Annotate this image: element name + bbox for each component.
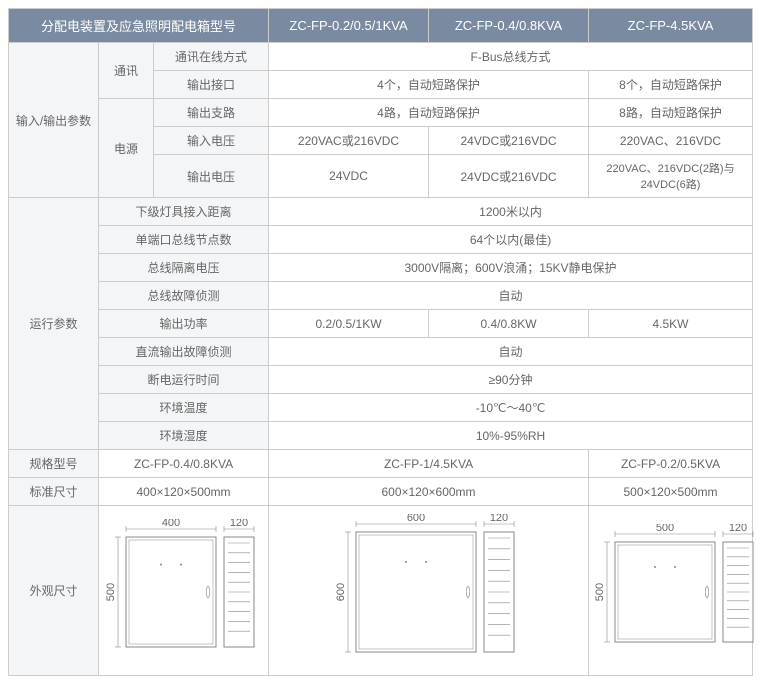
comm-online-val: F-Bus总线方式 [269,43,753,71]
header-col-1: ZC-FP-0.2/0.5/1KVA [269,9,429,43]
model-v1: ZC-FP-0.4/0.8KVA [99,450,269,478]
run-label-0: 下级灯具接入距离 [99,198,269,226]
run-val-1: 64个以内(最佳) [269,226,753,254]
vout-1: 24VDC [269,155,429,198]
branch-a: 4路，自动短路保护 [269,99,589,127]
run-val-3: 自动 [269,282,753,310]
svg-text:600: 600 [335,583,347,601]
appearance-label: 外观尺寸 [9,506,99,676]
svg-text:600: 600 [406,514,424,524]
run-val-7: -10℃～40℃ [269,394,753,422]
run-val-0: 1200米以内 [269,198,753,226]
model-v2: ZC-FP-1/4.5KVA [269,450,589,478]
run-label-8: 环境湿度 [99,422,269,450]
io-section: 输入/输出参数 [9,43,99,198]
svg-text:120: 120 [229,519,247,529]
diagram-cell-2: 500 120 500 [589,506,753,676]
run-label-4: 输出功率 [99,310,269,338]
model-label: 规格型号 [9,450,99,478]
run-v2-4: 0.4/0.8KW [429,310,589,338]
svg-text:120: 120 [729,524,747,534]
vout-3: 220VAC、216VDC(2路)与24VDC(6路) [589,155,753,198]
diagram-cell-0: 400 120 500 [99,506,269,676]
vin-2: 24VDC或216VDC [429,127,589,155]
power-label: 电源 [99,99,154,198]
size-v1: 400×120×500mm [99,478,269,506]
run-val-2: 3000V隔离；600V浪涌；15KV静电保护 [269,254,753,282]
svg-text:500: 500 [105,583,117,601]
vout-label: 输出电压 [154,155,269,198]
comm-port-a: 4个，自动短路保护 [269,71,589,99]
spec-table: 分配电装置及应急照明配电箱型号 ZC-FP-0.2/0.5/1KVA ZC-FP… [8,8,753,676]
run-label-1: 单端口总线节点数 [99,226,269,254]
vout-2: 24VDC或216VDC [429,155,589,198]
run-label-3: 总线故障侦测 [99,282,269,310]
vin-1: 220VAC或216VDC [269,127,429,155]
run-v3-4: 4.5KW [589,310,753,338]
svg-text:400: 400 [161,519,179,529]
run-section: 运行参数 [9,198,99,450]
diagram-cell-1: 600 120 600 [269,506,589,676]
svg-text:120: 120 [489,514,507,524]
vin-3: 220VAC、216VDC [589,127,753,155]
header-title: 分配电装置及应急照明配电箱型号 [9,9,269,43]
run-label-2: 总线隔离电压 [99,254,269,282]
model-v3: ZC-FP-0.2/0.5KVA [589,450,753,478]
run-val-6: ≥90分钟 [269,366,753,394]
size-label: 标准尺寸 [9,478,99,506]
header-col-3: ZC-FP-4.5KVA [589,9,753,43]
size-v2: 600×120×600mm [269,478,589,506]
cabinet-diagram: 400 120 500 [104,519,264,659]
run-label-5: 直流输出故障侦测 [99,338,269,366]
comm-online-label: 通讯在线方式 [154,43,269,71]
comm-label: 通讯 [99,43,154,99]
run-val-8: 10%-95%RH [269,422,753,450]
comm-port-label: 输出接口 [154,71,269,99]
comm-port-b: 8个，自动短路保护 [589,71,753,99]
svg-text:500: 500 [656,524,674,534]
header-row: 分配电装置及应急照明配电箱型号 ZC-FP-0.2/0.5/1KVA ZC-FP… [9,9,753,43]
run-label-7: 环境温度 [99,394,269,422]
run-val-5: 自动 [269,338,753,366]
vin-label: 输入电压 [154,127,269,155]
run-v1-4: 0.2/0.5/1KW [269,310,429,338]
cabinet-diagram: 600 120 600 [334,514,524,664]
size-v3: 500×120×500mm [589,478,753,506]
header-col-2: ZC-FP-0.4/0.8KVA [429,9,589,43]
svg-text:500: 500 [594,583,606,601]
cabinet-diagram: 500 120 500 [593,524,760,654]
run-label-6: 断电运行时间 [99,366,269,394]
branch-b: 8路，自动短路保护 [589,99,753,127]
branch-label: 输出支路 [154,99,269,127]
